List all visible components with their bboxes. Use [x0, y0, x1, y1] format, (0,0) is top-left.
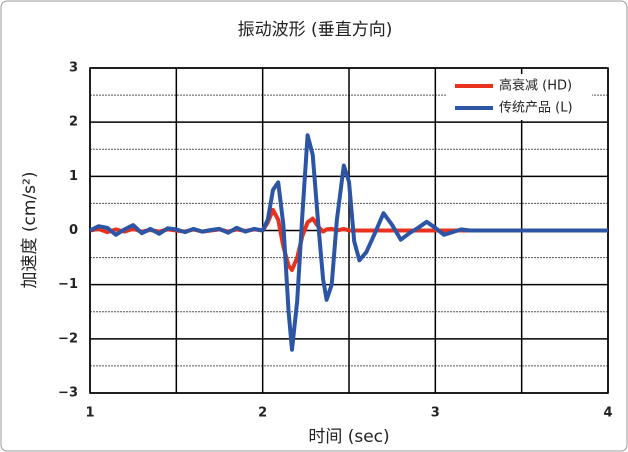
legend-label: 传统产品 (L) — [499, 101, 573, 116]
chart-title: 振动波形 (垂直方向) — [238, 20, 393, 40]
x-tick-label: 1 — [85, 406, 94, 421]
y-axis-label: 加速度 (cm/s²) — [20, 172, 40, 289]
x-tick-label: 3 — [431, 406, 440, 421]
legend-box — [447, 74, 592, 120]
y-tick-label: −1 — [58, 277, 78, 292]
y-tick-label: −2 — [58, 331, 78, 346]
legend-label: 高衰减 (HD) — [499, 78, 572, 94]
y-tick-label: 1 — [69, 169, 78, 184]
y-tick-label: 0 — [69, 223, 78, 238]
data-line — [89, 133, 608, 352]
y-tick-label: 2 — [69, 115, 78, 130]
y-tick-label: 3 — [69, 61, 78, 76]
x-tick-label: 2 — [258, 406, 267, 421]
y-tick-label: −3 — [58, 386, 78, 401]
x-tick-label: 4 — [603, 406, 612, 421]
x-axis-label: 时间 (sec) — [308, 427, 389, 447]
